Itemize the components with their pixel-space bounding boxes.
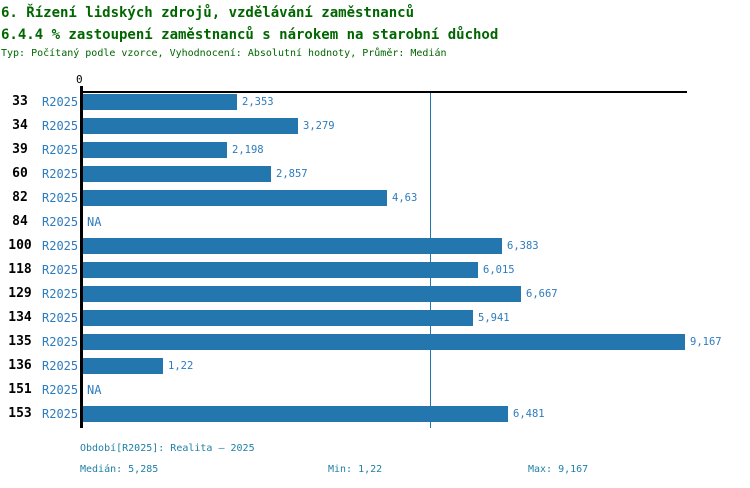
- row-category-label: 60: [12, 166, 28, 181]
- row-value-label: 9,167: [690, 336, 722, 348]
- report-title-line1: 6. Řízení lidských zdrojů, vzdělávání za…: [1, 5, 415, 21]
- x-axis-line: [81, 91, 687, 93]
- chart-row: 129 R2025 6,667: [0, 286, 750, 302]
- x-axis-zero-tick-label: 0: [76, 73, 83, 86]
- row-period-label: R2025: [42, 335, 79, 349]
- report-meta: Typ: Počítaný podle vzorce, Vyhodnocení:…: [1, 48, 447, 59]
- bar: [83, 142, 227, 158]
- row-period-label: R2025: [42, 407, 79, 421]
- row-period-label: R2025: [42, 311, 79, 325]
- row-period-label: R2025: [42, 263, 79, 277]
- row-value-label: 6,383: [507, 240, 539, 252]
- row-period-label: R2025: [42, 95, 79, 109]
- row-value-label: 4,63: [392, 192, 418, 204]
- row-period-label: R2025: [42, 119, 79, 133]
- row-period-label: R2025: [42, 239, 79, 253]
- stat-median: Medián: 5,285: [80, 464, 159, 475]
- row-value-label: 2,353: [242, 96, 274, 108]
- row-category-label: 39: [12, 142, 28, 157]
- row-na-label: NA: [87, 215, 102, 229]
- row-value-label: 3,279: [303, 120, 335, 132]
- row-period-label: R2025: [42, 287, 79, 301]
- row-value-label: 6,015: [483, 264, 515, 276]
- bar: [83, 286, 521, 302]
- chart-row: 135 R2025 9,167: [0, 334, 750, 350]
- period-legend: Období[R2025]: Realita – 2025: [80, 443, 255, 454]
- row-period-label: R2025: [42, 143, 79, 157]
- median-reference-line: [430, 93, 431, 428]
- row-period-label: R2025: [42, 215, 79, 229]
- stat-max: Max: 9,167: [528, 464, 589, 475]
- chart-row: 60 R2025 2,857: [0, 166, 750, 182]
- bar: [83, 190, 387, 206]
- row-category-label: 129: [8, 286, 32, 301]
- chart-row: 39 R2025 2,198: [0, 142, 750, 158]
- chart-row: 84 R2025 NA: [0, 214, 750, 230]
- row-value-label: 6,481: [513, 408, 545, 420]
- row-value-label: 5,941: [478, 312, 510, 324]
- chart-row: 118 R2025 6,015: [0, 262, 750, 278]
- y-axis-line: [80, 86, 83, 428]
- bar: [83, 262, 478, 278]
- row-category-label: 82: [12, 190, 28, 205]
- row-period-label: R2025: [42, 383, 79, 397]
- bar: [83, 94, 237, 110]
- bar: [83, 406, 508, 422]
- bar: [83, 118, 298, 134]
- chart-row: 134 R2025 5,941: [0, 310, 750, 326]
- row-period-label: R2025: [42, 359, 79, 373]
- bar: [83, 358, 163, 374]
- row-category-label: 153: [8, 406, 32, 421]
- row-na-label: NA: [87, 383, 102, 397]
- stat-min: Min: 1,22: [328, 464, 383, 475]
- row-category-label: 33: [12, 94, 28, 109]
- bar: [83, 334, 685, 350]
- chart-row: 100 R2025 6,383: [0, 238, 750, 254]
- bar: [83, 310, 473, 326]
- row-category-label: 100: [8, 238, 32, 253]
- row-value-label: 2,198: [232, 144, 264, 156]
- row-category-label: 136: [8, 358, 32, 373]
- row-period-label: R2025: [42, 191, 79, 205]
- row-category-label: 135: [8, 334, 32, 349]
- row-category-label: 34: [12, 118, 28, 133]
- row-category-label: 134: [8, 310, 32, 325]
- bar: [83, 166, 271, 182]
- row-period-label: R2025: [42, 167, 79, 181]
- row-category-label: 118: [8, 262, 32, 277]
- row-category-label: 151: [8, 382, 32, 397]
- row-value-label: 2,857: [276, 168, 308, 180]
- row-category-label: 84: [12, 214, 28, 229]
- row-value-label: 6,667: [526, 288, 558, 300]
- chart-row: 151 R2025 NA: [0, 382, 750, 398]
- report-title-line2: 6.4.4 % zastoupení zaměstnanců s nárokem…: [1, 27, 499, 43]
- bar: [83, 238, 502, 254]
- chart-row: 153 R2025 6,481: [0, 406, 750, 422]
- chart-row: 34 R2025 3,279: [0, 118, 750, 134]
- row-value-label: 1,22: [168, 360, 194, 372]
- chart-row: 82 R2025 4,63: [0, 190, 750, 206]
- chart-row: 136 R2025 1,22: [0, 358, 750, 374]
- chart-row: 33 R2025 2,353: [0, 94, 750, 110]
